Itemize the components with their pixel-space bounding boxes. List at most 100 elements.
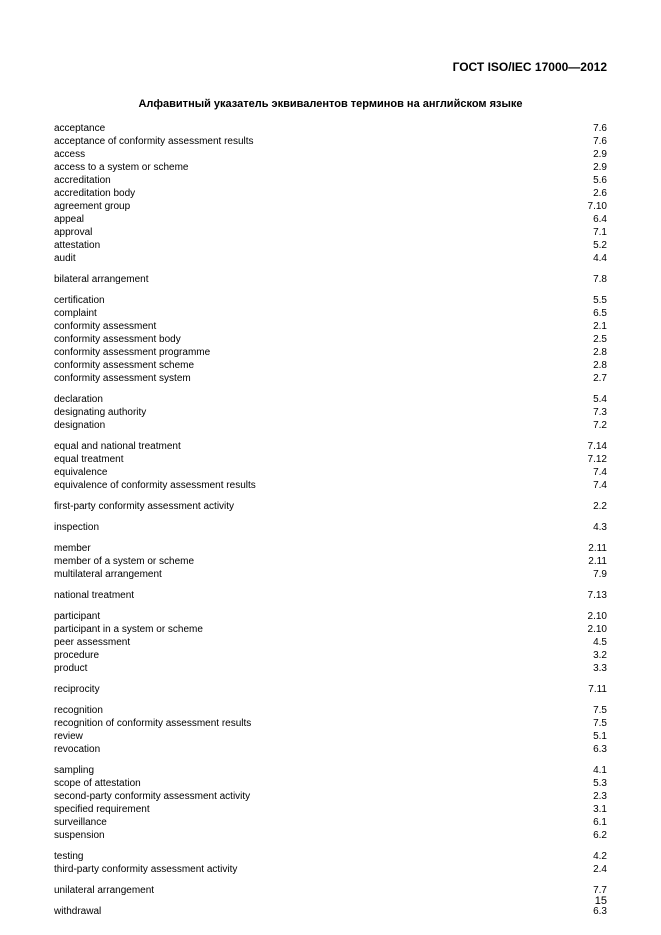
index-row: declaration 5.4 bbox=[54, 393, 607, 406]
index-number: 5.1 bbox=[585, 730, 607, 743]
index-row: peer assessment 4.5 bbox=[54, 636, 607, 649]
index-number: 7.12 bbox=[580, 453, 607, 466]
index-term: sampling bbox=[54, 764, 94, 777]
index-number: 2.11 bbox=[580, 542, 607, 555]
index-row: procedure3.2 bbox=[54, 649, 607, 662]
index-number: 7.5 bbox=[585, 717, 607, 730]
index-number: 7.10 bbox=[580, 200, 607, 213]
index-number: 7.6 bbox=[585, 122, 607, 135]
index-group: national treatment7.13 bbox=[54, 589, 607, 602]
index-number: 5.2 bbox=[585, 239, 607, 252]
index-number: 2.1 bbox=[585, 320, 607, 333]
index-term: national treatment bbox=[54, 589, 134, 602]
page-number: 15 bbox=[595, 895, 607, 907]
index-group: participant2.10participant in a system o… bbox=[54, 610, 607, 675]
index-number: 5.3 bbox=[585, 777, 607, 790]
index-term: equal treatment bbox=[54, 453, 124, 466]
index-term: bilateral arrangement bbox=[54, 273, 149, 286]
index-row: reciprocity7.11 bbox=[54, 683, 607, 696]
index-number: 2.3 bbox=[585, 790, 607, 803]
index-term: attestation bbox=[54, 239, 100, 252]
index-group: withdrawal6.3 bbox=[54, 905, 607, 918]
index-term: revocation bbox=[54, 743, 100, 756]
index-term: scope of attestation bbox=[54, 777, 141, 790]
index-term: complaint bbox=[54, 307, 97, 320]
index-row: attestation 5.2 bbox=[54, 239, 607, 252]
index-row: withdrawal6.3 bbox=[54, 905, 607, 918]
document-id: ГОСТ ISO/IEC 17000—2012 bbox=[54, 60, 607, 74]
index-term: inspection bbox=[54, 521, 99, 534]
index-term: second-party conformity assessment activ… bbox=[54, 790, 250, 803]
index-term: accreditation bbox=[54, 174, 111, 187]
index-term: participant bbox=[54, 610, 100, 623]
index-row: approval7.1 bbox=[54, 226, 607, 239]
index-term: acceptance of conformity assessment resu… bbox=[54, 135, 254, 148]
index-row: member of a system or scheme2.11 bbox=[54, 555, 607, 568]
index-number: 2.5 bbox=[585, 333, 607, 346]
index-number: 4.5 bbox=[585, 636, 607, 649]
index-number: 7.3 bbox=[585, 406, 607, 419]
index-row: designating authority 7.3 bbox=[54, 406, 607, 419]
index-number: 3.1 bbox=[585, 803, 607, 816]
index-row: suspension6.2 bbox=[54, 829, 607, 842]
index-number: 6.5 bbox=[585, 307, 607, 320]
index-row: member2.11 bbox=[54, 542, 607, 555]
index-row: unilateral arrangement7.7 bbox=[54, 884, 607, 897]
index-row: revocation 6.3 bbox=[54, 743, 607, 756]
index-number: 3.2 bbox=[585, 649, 607, 662]
index-term: multilateral arrangement bbox=[54, 568, 162, 581]
index-term: designating authority bbox=[54, 406, 146, 419]
index-row: inspection 4.3 bbox=[54, 521, 607, 534]
index-number: 2.9 bbox=[585, 148, 607, 161]
index-row: bilateral arrangement 7.8 bbox=[54, 273, 607, 286]
index-group: declaration 5.4 designating authority 7.3de… bbox=[54, 393, 607, 432]
index-number: 7.9 bbox=[585, 568, 607, 581]
index-term: member of a system or scheme bbox=[54, 555, 194, 568]
index-row: certification5.5 bbox=[54, 294, 607, 307]
index-term: conformity assessment scheme bbox=[54, 359, 194, 372]
index-number: 6.1 bbox=[585, 816, 607, 829]
index-number: 4.2 bbox=[585, 850, 607, 863]
index-row: surveillance6.1 bbox=[54, 816, 607, 829]
index-term: third-party conformity assessment activi… bbox=[54, 863, 237, 876]
index-term: conformity assessment programme bbox=[54, 346, 210, 359]
index-term: specified requirement bbox=[54, 803, 150, 816]
index-term: recognition of conformity assessment res… bbox=[54, 717, 251, 730]
index-number: 4.3 bbox=[585, 521, 607, 534]
index-group: acceptance 7.6 acceptance of conformity as… bbox=[54, 122, 607, 265]
index-number: 6.2 bbox=[585, 829, 607, 842]
index-term: declaration bbox=[54, 393, 103, 406]
index-term: conformity assessment body bbox=[54, 333, 181, 346]
index-term: first-party conformity assessment activi… bbox=[54, 500, 234, 513]
index-number: 7.6 bbox=[585, 135, 607, 148]
index-term: testing bbox=[54, 850, 83, 863]
index-number: 6.3 bbox=[585, 743, 607, 756]
index-term: acceptance bbox=[54, 122, 105, 135]
index-row: complaint 6.5 bbox=[54, 307, 607, 320]
index-row: specified requirement 3.1 bbox=[54, 803, 607, 816]
index-number: 7.5 bbox=[585, 704, 607, 717]
index-number: 7.8 bbox=[585, 273, 607, 286]
index-term: peer assessment bbox=[54, 636, 130, 649]
index-row: equal treatment 7.12 bbox=[54, 453, 607, 466]
index-group: recognition 7.5 recognition of conformity … bbox=[54, 704, 607, 756]
index-number: 2.6 bbox=[585, 187, 607, 200]
index-number: 7.2 bbox=[585, 419, 607, 432]
index-number: 2.9 bbox=[585, 161, 607, 174]
index-number: 2.8 bbox=[585, 359, 607, 372]
index-term: unilateral arrangement bbox=[54, 884, 154, 897]
index-number: 5.4 bbox=[585, 393, 607, 406]
index-row: first-party conformity assessment activi… bbox=[54, 500, 607, 513]
index-row: participant2.10 bbox=[54, 610, 607, 623]
page: ГОСТ ISO/IEC 17000—2012 Алфавитный указа… bbox=[0, 0, 661, 935]
index-row: recognition 7.5 bbox=[54, 704, 607, 717]
index-row: review5.1 bbox=[54, 730, 607, 743]
index-term: accreditation body bbox=[54, 187, 135, 200]
index-term: equal and national treatment bbox=[54, 440, 181, 453]
index-term: recognition bbox=[54, 704, 103, 717]
index-row: product3.3 bbox=[54, 662, 607, 675]
index-row: testing 4.2 bbox=[54, 850, 607, 863]
index-term: agreement group bbox=[54, 200, 130, 213]
index-number: 2.2 bbox=[585, 500, 607, 513]
index-term: access to a system or scheme bbox=[54, 161, 189, 174]
